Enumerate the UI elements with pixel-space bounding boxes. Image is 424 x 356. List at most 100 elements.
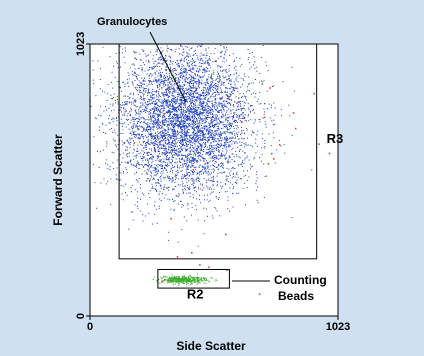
- scatter-point: [255, 142, 257, 144]
- scatter-point: [195, 145, 197, 147]
- scatter-point: [202, 107, 203, 109]
- scatter-point: [147, 101, 148, 102]
- scatter-point: [206, 165, 208, 167]
- scatter-point: [210, 136, 212, 138]
- scatter-point: [198, 71, 200, 73]
- scatter-point: [169, 56, 171, 58]
- scatter-point: [192, 67, 194, 69]
- scatter-point: [206, 95, 207, 97]
- scatter-point: [185, 150, 187, 152]
- scatter-point: [162, 110, 164, 112]
- scatter-point: [158, 83, 160, 85]
- scatter-point: [182, 52, 184, 53]
- scatter-point: [264, 146, 266, 148]
- scatter-point: [181, 203, 183, 205]
- scatter-point: [180, 126, 181, 128]
- scatter-point: [171, 108, 173, 110]
- scatter-point: [219, 146, 221, 148]
- scatter-point: [178, 148, 179, 150]
- scatter-point: [184, 78, 186, 80]
- scatter-point: [177, 117, 178, 119]
- scatter-point: [226, 157, 228, 159]
- scatter-point: [180, 92, 182, 94]
- scatter-point: [193, 137, 195, 139]
- scatter-point: [167, 101, 169, 103]
- scatter-point: [186, 70, 188, 72]
- scatter-point: [250, 82, 252, 84]
- scatter-point: [129, 152, 131, 154]
- scatter-point: [143, 100, 145, 102]
- scatter-point: [195, 108, 197, 110]
- scatter-point: [165, 169, 167, 171]
- scatter-point: [203, 146, 205, 148]
- scatter-point: [228, 129, 230, 131]
- scatter-point: [229, 103, 231, 105]
- scatter-point: [141, 126, 143, 128]
- scatter-point: [247, 59, 249, 60]
- scatter-point: [192, 112, 194, 114]
- scatter-point: [171, 87, 173, 89]
- scatter-point: [93, 136, 95, 138]
- scatter-point: [193, 95, 195, 97]
- scatter-point: [216, 166, 217, 168]
- scatter-point: [197, 96, 198, 98]
- scatter-point: [156, 49, 158, 50]
- scatter-point: [177, 88, 179, 90]
- scatter-point: [177, 66, 179, 68]
- scatter-point: [136, 73, 138, 75]
- scatter-point: [207, 87, 209, 89]
- scatter-point: [187, 132, 189, 134]
- scatter-point: [203, 126, 205, 127]
- scatter-point: [141, 102, 143, 104]
- scatter-point: [228, 157, 230, 159]
- scatter-point: [162, 92, 164, 94]
- scatter-point: [159, 176, 161, 178]
- scatter-point: [172, 145, 174, 147]
- scatter-point: [214, 158, 216, 160]
- scatter-point: [200, 148, 202, 150]
- scatter-point: [145, 149, 147, 150]
- scatter-point: [167, 152, 169, 154]
- scatter-point: [189, 134, 191, 136]
- scatter-point: [117, 179, 119, 181]
- scatter-point: [207, 114, 209, 116]
- scatter-point: [170, 162, 172, 164]
- scatter-point: [123, 107, 125, 109]
- scatter-point: [194, 171, 195, 173]
- scatter-point: [162, 135, 164, 137]
- scatter-point: [189, 160, 191, 162]
- scatter-point: [217, 122, 219, 124]
- scatter-point: [182, 87, 184, 89]
- scatter-point: [147, 139, 149, 141]
- scatter-point: [227, 128, 229, 130]
- scatter-point: [198, 188, 200, 190]
- scatter-point: [172, 95, 174, 97]
- scatter-point: [215, 60, 217, 61]
- scatter-point: [154, 148, 156, 150]
- scatter-point: [186, 140, 188, 142]
- scatter-point: [222, 172, 224, 174]
- scatter-point: [241, 100, 243, 102]
- scatter-point: [169, 104, 171, 106]
- scatter-point: [214, 106, 216, 108]
- scatter-point: [190, 95, 192, 97]
- scatter-point: [238, 114, 240, 116]
- scatter-point: [198, 157, 199, 159]
- scatter-point: [196, 88, 198, 89]
- scatter-point: [135, 134, 137, 136]
- scatter-point: [171, 123, 173, 125]
- scatter-point: [226, 150, 228, 152]
- scatter-point: [173, 188, 175, 190]
- scatter-point: [179, 107, 181, 108]
- scatter-point: [173, 119, 175, 121]
- scatter-point: [240, 114, 242, 116]
- scatter-point: [214, 140, 216, 142]
- scatter-point: [189, 70, 190, 72]
- scatter-point: [222, 101, 224, 103]
- scatter-point: [194, 61, 196, 63]
- scatter-point: [120, 132, 122, 134]
- scatter-point: [199, 136, 201, 138]
- scatter-point: [166, 159, 168, 161]
- scatter-point: [170, 61, 172, 63]
- scatter-point: [236, 179, 238, 181]
